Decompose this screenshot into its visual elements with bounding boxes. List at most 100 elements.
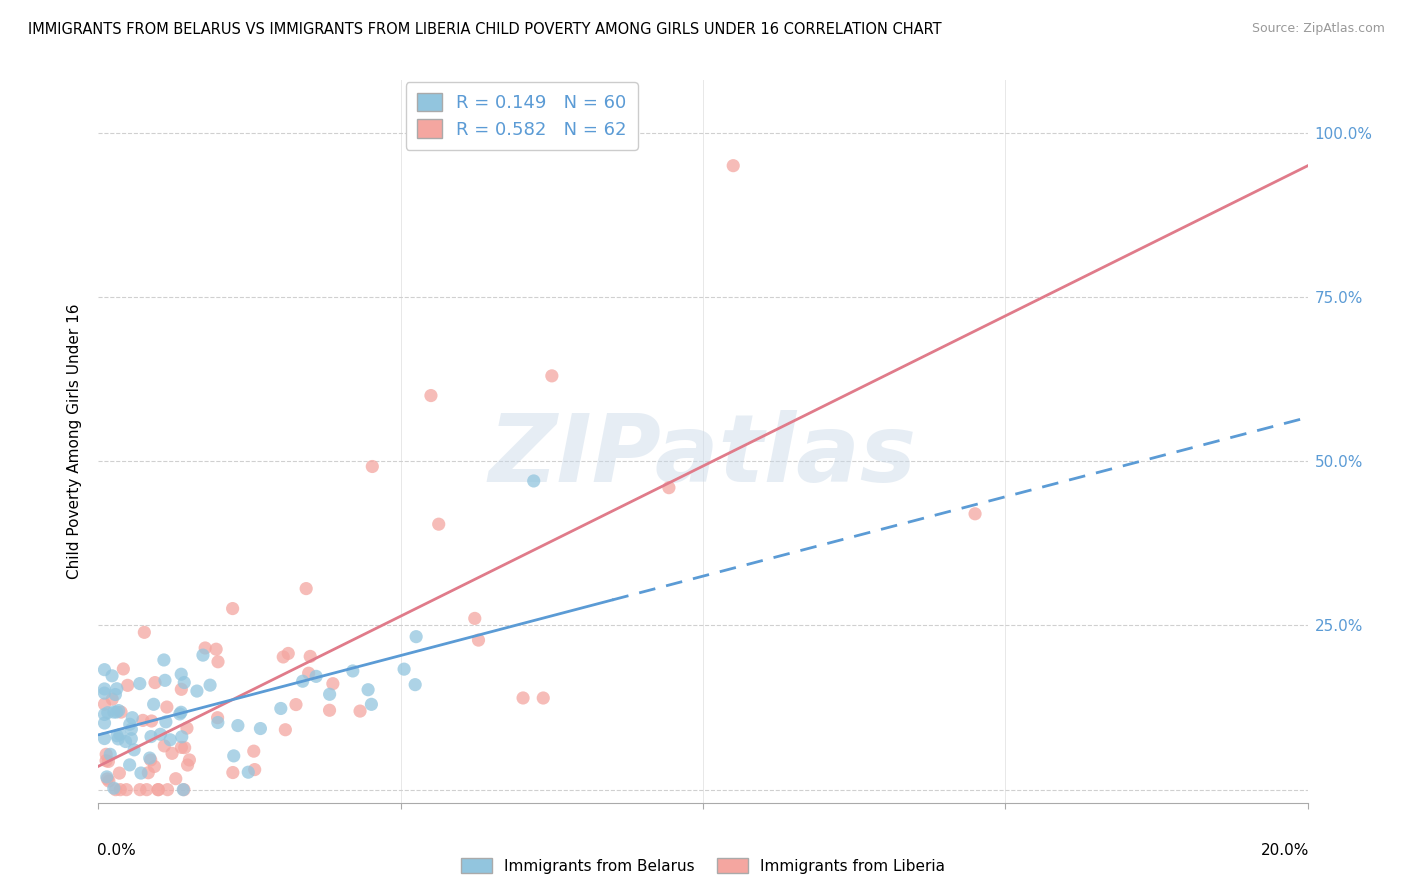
- Point: [176, 721, 198, 735]
- Point: [205, 642, 228, 657]
- Point: [318, 687, 340, 701]
- Point: [221, 601, 243, 615]
- Point: [105, 681, 128, 696]
- Point: [101, 669, 124, 683]
- Point: [132, 714, 155, 728]
- Point: [270, 701, 292, 715]
- Point: [128, 676, 150, 690]
- Point: [96, 747, 118, 762]
- Point: [173, 675, 195, 690]
- Point: [108, 727, 131, 741]
- Point: [129, 766, 152, 780]
- Point: [198, 678, 221, 692]
- Point: [464, 611, 486, 625]
- Point: [156, 782, 179, 797]
- Point: [155, 714, 177, 729]
- Point: [96, 772, 118, 786]
- Point: [299, 649, 322, 664]
- Text: IMMIGRANTS FROM BELARUS VS IMMIGRANTS FROM LIBERIA CHILD POVERTY AMONG GIRLS UND: IMMIGRANTS FROM BELARUS VS IMMIGRANTS FR…: [28, 22, 942, 37]
- Point: [658, 481, 681, 495]
- Point: [93, 707, 115, 722]
- Point: [531, 691, 554, 706]
- Point: [207, 655, 229, 669]
- Point: [170, 706, 193, 720]
- Point: [170, 682, 193, 697]
- Point: [136, 765, 159, 780]
- Point: [94, 754, 117, 768]
- Point: [420, 388, 443, 402]
- Point: [143, 759, 166, 773]
- Point: [242, 744, 264, 758]
- Point: [120, 731, 142, 746]
- Point: [97, 755, 120, 769]
- Point: [93, 686, 115, 700]
- Point: [110, 705, 132, 719]
- Point: [222, 765, 245, 780]
- Point: [291, 674, 314, 689]
- Point: [117, 678, 139, 692]
- Point: [114, 734, 136, 748]
- Point: [170, 667, 193, 681]
- Point: [93, 731, 115, 746]
- Point: [146, 782, 169, 797]
- Point: [360, 698, 382, 712]
- Point: [176, 758, 198, 772]
- Point: [107, 704, 129, 718]
- Point: [142, 698, 165, 712]
- Point: [170, 740, 193, 755]
- Point: [404, 678, 426, 692]
- Point: [305, 669, 328, 683]
- Point: [120, 723, 142, 737]
- Point: [318, 703, 340, 717]
- Point: [110, 782, 132, 797]
- Y-axis label: Child Poverty Among Girls Under 16: Child Poverty Among Girls Under 16: [67, 304, 83, 579]
- Point: [172, 782, 194, 797]
- Text: 20.0%: 20.0%: [1260, 843, 1309, 857]
- Point: [134, 625, 156, 640]
- Point: [129, 782, 152, 797]
- Point: [271, 649, 294, 664]
- Point: [153, 673, 176, 688]
- Point: [512, 690, 534, 705]
- Point: [169, 706, 191, 721]
- Point: [97, 706, 120, 720]
- Point: [112, 662, 135, 676]
- Point: [322, 676, 344, 690]
- Point: [392, 662, 415, 676]
- Point: [186, 684, 208, 698]
- Point: [103, 781, 125, 796]
- Point: [135, 782, 157, 797]
- Text: ZIPatlas: ZIPatlas: [489, 410, 917, 502]
- Point: [103, 705, 125, 719]
- Point: [277, 647, 299, 661]
- Text: 0.0%: 0.0%: [97, 843, 136, 857]
- Point: [427, 517, 450, 532]
- Point: [160, 747, 183, 761]
- Point: [153, 739, 176, 753]
- Point: [139, 730, 162, 744]
- Point: [141, 714, 163, 728]
- Point: [295, 582, 318, 596]
- Point: [173, 740, 195, 755]
- Point: [170, 730, 193, 744]
- Point: [207, 711, 229, 725]
- Point: [93, 716, 115, 731]
- Point: [191, 648, 214, 662]
- Point: [101, 692, 124, 706]
- Point: [107, 731, 129, 746]
- Point: [97, 774, 120, 789]
- Point: [165, 772, 187, 786]
- Point: [139, 753, 162, 767]
- Point: [121, 711, 143, 725]
- Point: [349, 704, 371, 718]
- Point: [138, 751, 160, 765]
- Point: [156, 700, 179, 714]
- Point: [540, 368, 562, 383]
- Point: [298, 666, 321, 681]
- Point: [249, 722, 271, 736]
- Point: [115, 782, 138, 797]
- Point: [93, 663, 115, 677]
- Point: [179, 753, 201, 767]
- Legend: Immigrants from Belarus, Immigrants from Liberia: Immigrants from Belarus, Immigrants from…: [454, 852, 952, 880]
- Point: [965, 507, 987, 521]
